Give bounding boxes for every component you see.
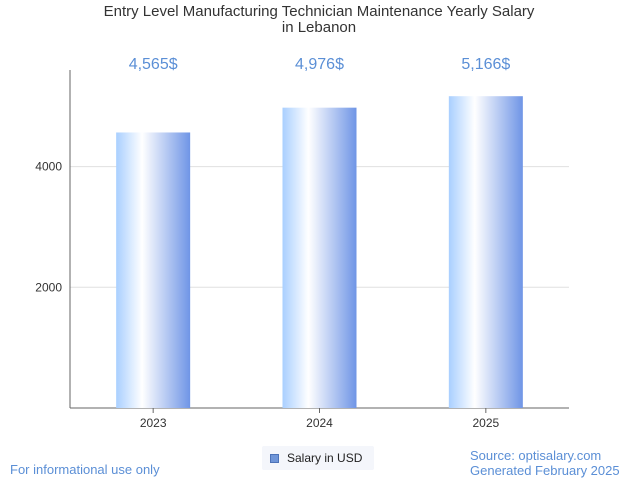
chart-title-line-1: Entry Level Manufacturing Technician Mai… <box>103 3 535 20</box>
data-label: 4,565$ <box>129 56 178 73</box>
data-label: 5,166$ <box>461 56 510 73</box>
bar <box>116 132 191 408</box>
y-tick-label: 2000 <box>35 280 62 294</box>
x-tick-label: 2023 <box>140 416 167 430</box>
x-tick-label: 2025 <box>472 416 499 430</box>
y-tick-label: 4000 <box>35 160 62 174</box>
legend: Salary in USD <box>262 446 374 470</box>
legend-label: Salary in USD <box>287 451 363 465</box>
bar <box>448 96 523 408</box>
x-tick-label: 2024 <box>306 416 333 430</box>
disclaimer-text: For informational use only <box>10 462 160 477</box>
generated-date: Generated February 2025 <box>470 463 620 478</box>
legend-swatch <box>270 453 279 463</box>
chart-title-line-2: in Lebanon <box>281 19 357 36</box>
data-label: 4,976$ <box>295 56 344 73</box>
bar <box>282 107 357 409</box>
source-link[interactable]: Source: optisalary.com <box>470 448 602 463</box>
